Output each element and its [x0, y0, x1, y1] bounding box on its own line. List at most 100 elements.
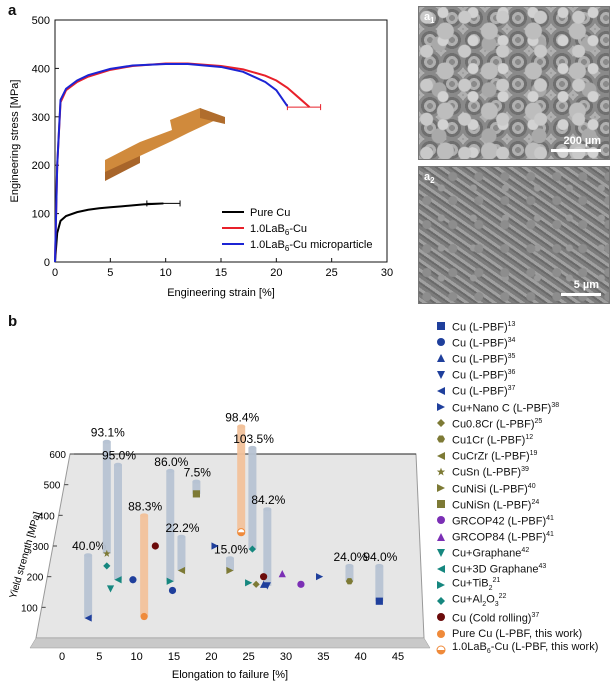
data-point-20-0	[237, 528, 246, 537]
x-tick-label: 25	[326, 267, 338, 279]
legend-text-part: 1.0LaB	[250, 239, 285, 251]
yield-elongation-chart: 100 200 300 400 500 600 Yield strength [MPa] 0 5…	[8, 410, 431, 681]
legend-b-item: Cu+Graphane42	[434, 545, 598, 561]
legend-b-marker-shape	[437, 322, 445, 331]
improvement-bar-cap	[166, 468, 175, 473]
x-tick-label: 25	[243, 651, 255, 663]
y-tick-label: 200	[27, 573, 44, 584]
improvement-bar-5	[177, 536, 186, 571]
improvement-label-10: 84.2%	[251, 493, 285, 507]
data-point-17-1	[248, 545, 256, 553]
data-point-16-0	[166, 577, 174, 585]
legend-b-item: GRCOP42 (L-PBF)41	[434, 512, 598, 528]
legend-b-item: Cu (Cold rolling)37	[434, 609, 598, 625]
y-tick-label: 100	[21, 603, 38, 614]
improvement-label-3: 88.3%	[128, 499, 162, 513]
legend-b-marker-shape	[437, 548, 445, 557]
improvement-bar-cap	[375, 563, 384, 568]
improvement-label-6: 7.5%	[184, 466, 212, 480]
legend-b-item: GRCOP84 (L-PBF)41	[434, 528, 598, 544]
stress-strain-chart: 0 5 10 15 20 25 300100200300400500Engineering …	[9, 15, 393, 299]
y-tick-label: 100	[32, 209, 50, 221]
improvement-bar-cap	[177, 534, 186, 539]
legend-b-marker	[437, 532, 445, 541]
data-point-10-0	[226, 566, 234, 575]
y-tick-label: 500	[44, 481, 61, 492]
x-tick-label: 5	[96, 651, 102, 663]
improvement-bar-11	[345, 565, 354, 582]
y-tick-label: 300	[32, 542, 49, 553]
legend-b-item: Pure Cu (L-PBF, this work)	[434, 626, 598, 642]
y-tick-label: 500	[32, 15, 50, 27]
dogbone-specimen	[105, 108, 225, 181]
legend-b-marker-shape	[437, 516, 445, 525]
x-tick-label: 20	[270, 267, 282, 279]
platform-edge	[29, 637, 431, 649]
data-point-15-0	[114, 576, 122, 584]
legend-b-label: Cu1Cr (L-PBF)12	[452, 433, 534, 447]
improvement-label-12: 94.0%	[363, 550, 397, 564]
data-point-14-0	[106, 585, 115, 593]
legend-b-marker-shape	[436, 645, 446, 655]
improvement-label-1: 93.1%	[91, 426, 125, 440]
legend-b-marker-shape	[437, 451, 445, 460]
legend-b-marker	[437, 338, 445, 347]
legend-b-label: Cu+3D Graphane43	[452, 563, 547, 577]
data-point-11-0	[192, 490, 200, 498]
x-tick-label: 10	[160, 267, 172, 279]
legend-b-item: CuCrZr (L-PBF)19	[434, 448, 598, 464]
legend-b-label: Cu (L-PBF)13	[452, 320, 516, 334]
x-tick-label: 20	[205, 651, 217, 663]
data-point-6-0	[252, 580, 260, 588]
legend-b-item: Cu (L-PBF)35	[434, 350, 598, 366]
data-point-1-0	[129, 576, 137, 584]
data-point-5-1	[316, 573, 324, 581]
data-point-12-0	[297, 580, 305, 588]
improvement-label-4: 86.0%	[154, 455, 188, 469]
improvement-bar-2	[114, 464, 122, 580]
improvement-bar-cap	[140, 513, 149, 518]
legend-b-marker-shape	[437, 386, 445, 395]
legend-b-marker-shape	[437, 564, 445, 573]
improvement-bar-cap	[263, 507, 272, 512]
sem-a1-scalebar	[551, 149, 601, 152]
sem-image-a1: a1 200 µm	[418, 6, 610, 160]
data-point-1-1	[168, 586, 177, 595]
legend-text-part: 1.0LaB	[250, 223, 285, 235]
x-tick-label: 10	[131, 651, 143, 663]
improvement-bar-cap	[345, 563, 354, 568]
legend-b-marker-shape	[437, 532, 445, 541]
legend-b-label: GRCOP84 (L-PBF)41	[452, 531, 554, 544]
legend-b-item: Cu+3D Graphane43	[434, 561, 598, 577]
legend-b-marker	[437, 483, 445, 492]
data-point-18-0	[151, 542, 159, 550]
data-point-7-0	[345, 578, 354, 585]
improvement-label-5: 22.2%	[165, 521, 199, 535]
legend-b-marker	[437, 597, 445, 606]
improvement-bar-cap	[102, 439, 111, 444]
legend-b-item: CuNiSn (L-PBF)24	[434, 496, 598, 512]
legend-b-marker-shape	[437, 403, 445, 412]
legend-b-label: Cu+Al2O322	[452, 593, 507, 609]
legend-b-label: Cu+TiB221	[452, 577, 501, 592]
legend-b-marker-shape	[437, 419, 445, 428]
legend-b-item: 1.0LaB6-Cu (L-PBF, this work)	[434, 641, 598, 658]
specimen-end	[200, 108, 225, 124]
improvement-bar-cap	[237, 424, 246, 429]
sem-a2-scalebar	[561, 293, 601, 296]
improvement-bar-cap	[226, 556, 234, 561]
legend-b-marker	[437, 548, 445, 557]
legend-b-item: Cu1Cr (L-PBF)12	[434, 431, 598, 447]
x-tick-label: 5	[107, 267, 113, 279]
y-tick-label: 600	[49, 450, 66, 461]
legend-b-marker	[437, 500, 445, 509]
legend-label-1: 1.0LaB6-Cu	[250, 223, 307, 237]
legend-b-label: Cu+Nano C (L-PBF)38	[452, 401, 560, 415]
y-tick-label: 400	[38, 511, 55, 522]
legend-b-item: Cu0.8Cr (L-PBF)25	[434, 415, 598, 431]
x-tick-label: 30	[280, 651, 292, 663]
sem-a2-scale-text: 5 µm	[573, 279, 599, 291]
legend-text-part: -Cu	[289, 223, 307, 235]
legend-b-marker	[437, 435, 445, 443]
legend-b-label: CuNiSn (L-PBF)24	[452, 498, 540, 512]
